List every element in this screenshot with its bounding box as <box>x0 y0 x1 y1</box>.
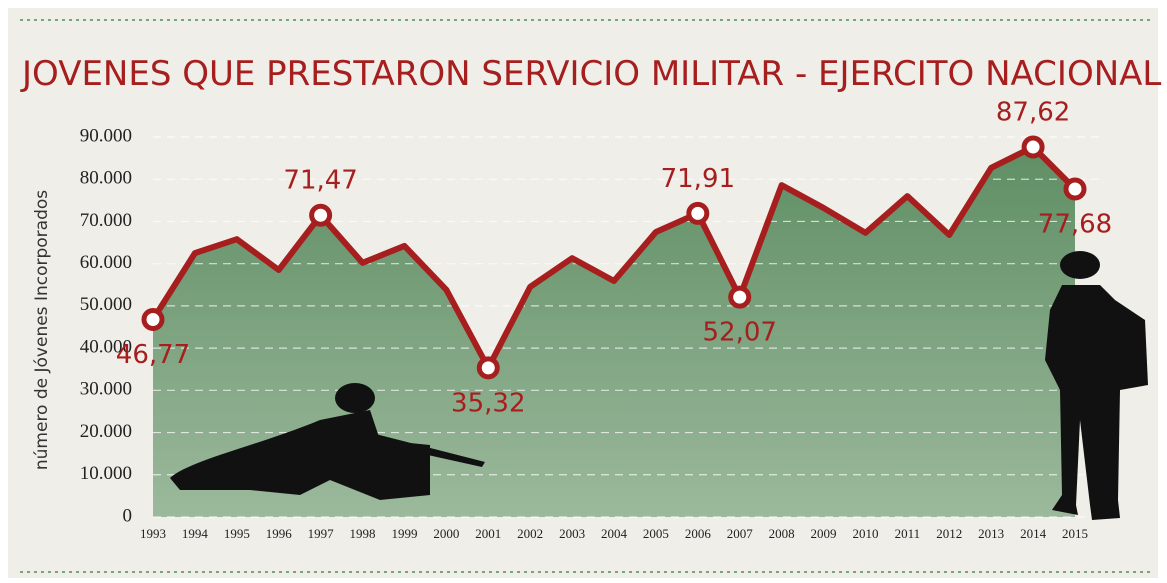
y-tick-label: 10.000 <box>80 463 132 484</box>
data-label: 52,07 <box>703 318 777 348</box>
x-tick-label: 1995 <box>224 526 250 541</box>
y-tick-label: 0 <box>123 505 133 526</box>
point-marker <box>309 203 333 227</box>
y-tick-label: 20.000 <box>80 421 132 442</box>
x-tick-label: 2008 <box>769 526 795 541</box>
point-marker <box>686 201 710 225</box>
chart-title: JOVENES QUE PRESTARON SERVICIO MILITAR -… <box>20 54 1161 94</box>
x-tick-label: 1997 <box>308 526 335 541</box>
x-tick-label: 2003 <box>559 526 585 541</box>
data-label: 71,91 <box>661 164 735 194</box>
x-tick-label: 2007 <box>727 526 754 541</box>
plot: 0 10.000 20.000 30.000 40.000 50.000 60.000 70.… <box>80 98 1112 541</box>
x-tick-label: 2013 <box>978 526 1004 541</box>
x-tick-label: 2011 <box>895 526 921 541</box>
point-marker <box>1063 177 1087 201</box>
x-tick-label: 2010 <box>852 526 878 541</box>
line <box>150 144 1078 371</box>
x-tick-label: 2000 <box>433 526 459 541</box>
y-tick-label: 90.000 <box>80 125 132 146</box>
y-tick-label: 30.000 <box>80 379 132 400</box>
y-tick-label: 40.000 <box>80 336 132 357</box>
x-tick-label: 2015 <box>1062 526 1088 541</box>
y-tick-label: 80.000 <box>80 168 132 189</box>
y-axis-label: número de Jóvenes Incorporados <box>32 190 52 470</box>
x-tick-label: 2002 <box>517 526 543 541</box>
point-marker <box>1021 135 1045 159</box>
x-tick-label: 2006 <box>685 526 712 541</box>
x-tick-label: 2004 <box>601 526 628 541</box>
point-marker <box>476 356 500 380</box>
y-tick-label: 70.000 <box>80 210 132 231</box>
x-tick-label: 2005 <box>643 526 669 541</box>
data-label: 35,32 <box>451 388 525 418</box>
soldier-standing <box>1045 251 1148 520</box>
x-tick-label: 2009 <box>811 526 837 541</box>
data-label: 71,47 <box>283 166 357 196</box>
x-tick-label: 1996 <box>266 526 293 541</box>
point-marker <box>141 308 165 332</box>
y-tick-label: 60.000 <box>80 252 132 273</box>
x-tick-label: 2012 <box>936 526 962 541</box>
x-tick-label: 2014 <box>1020 526 1047 541</box>
x-tick-label: 1994 <box>182 526 209 541</box>
x-tick-label: 2001 <box>475 526 501 541</box>
point-marker <box>728 285 752 309</box>
x-tick-label: 1998 <box>350 526 376 541</box>
x-tick-label: 1999 <box>391 526 417 541</box>
area <box>153 147 1075 517</box>
x-tick-label: 1993 <box>140 526 166 541</box>
soldier-prone <box>170 383 485 500</box>
data-label: 77,68 <box>1038 210 1112 240</box>
y-tick-label: 50.000 <box>80 294 132 315</box>
data-label: 87,62 <box>996 98 1070 128</box>
data-label: 46,77 <box>116 340 190 370</box>
